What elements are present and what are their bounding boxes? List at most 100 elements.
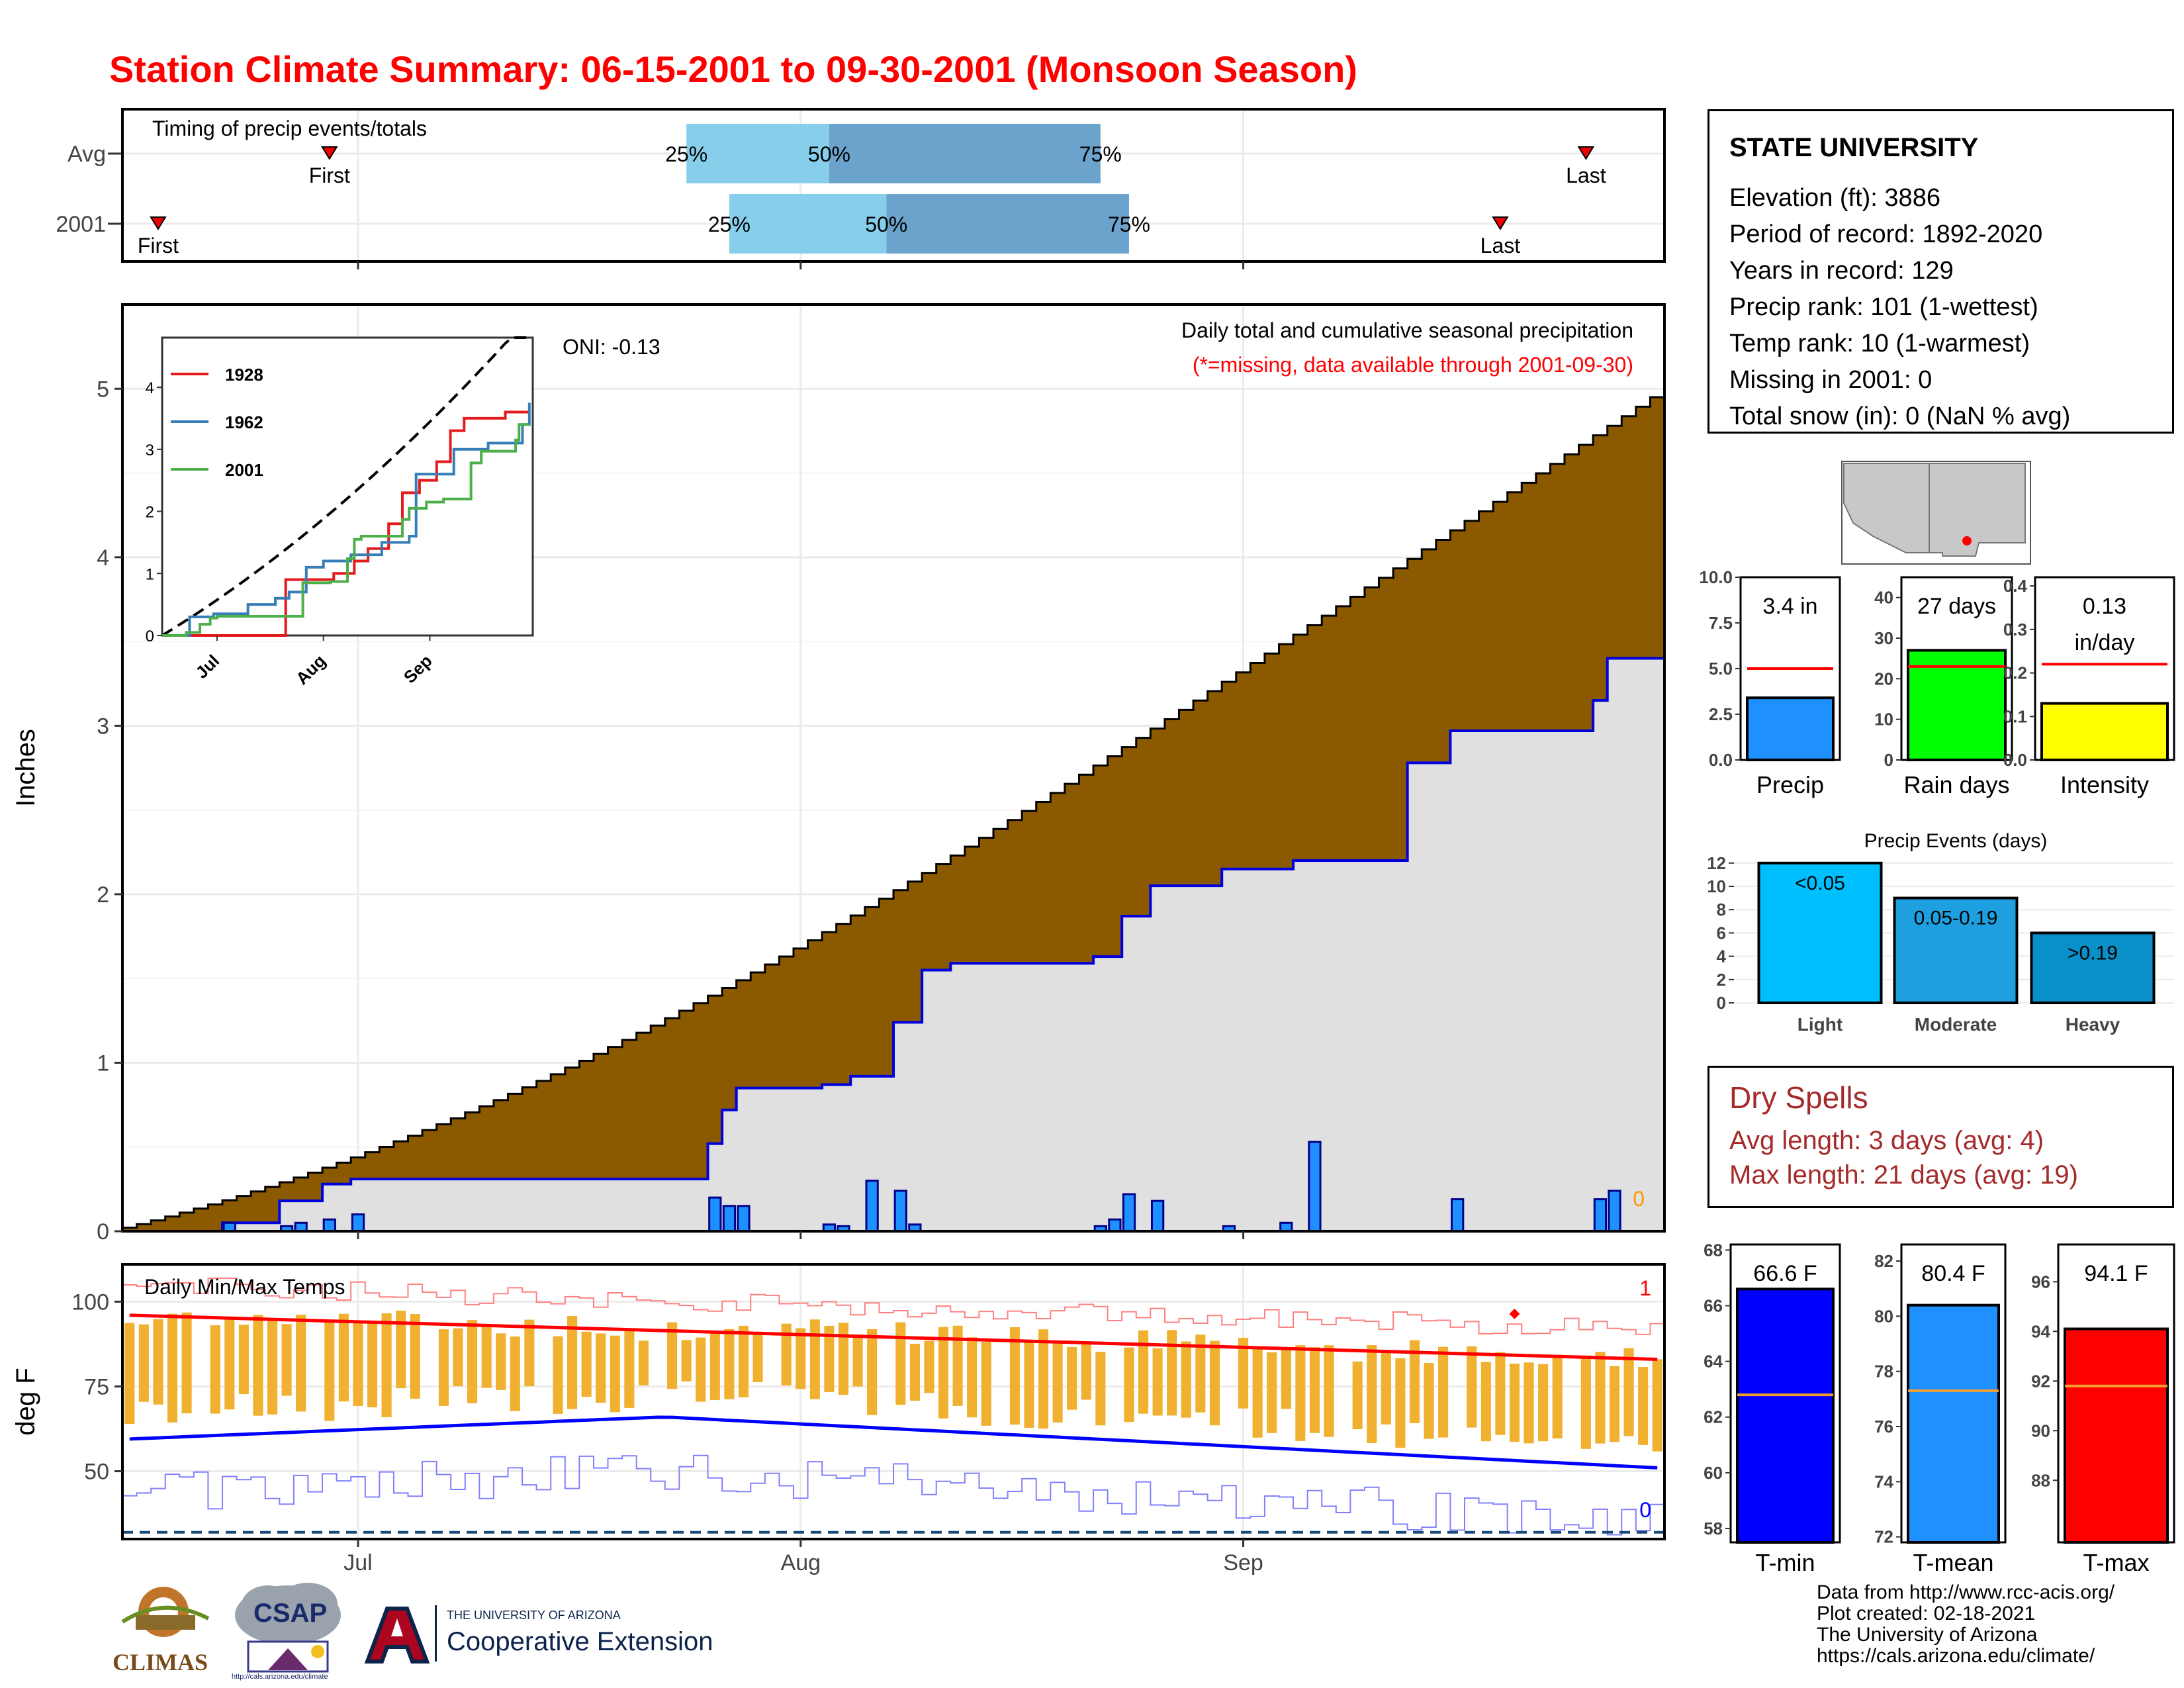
events-category-label: Light: [1797, 1014, 1843, 1035]
daily-temp-bar: [181, 1312, 192, 1414]
daily-temp-bar: [681, 1340, 692, 1382]
inset-y-tick-label: 4: [146, 379, 154, 397]
record-low-line: [122, 1454, 1664, 1536]
events-bar: [1757, 861, 1883, 1005]
mini-y-tick-label: 0.2: [2003, 663, 2027, 683]
timing-bar-25-50: [729, 194, 887, 254]
location-map: [1841, 461, 2031, 565]
daily-temp-bar: [281, 1324, 292, 1396]
daily-temp-bar: [952, 1325, 963, 1406]
inset-bg: [161, 336, 534, 637]
daily-temp-bar: [938, 1327, 949, 1419]
daily-temp-bar: [1238, 1337, 1249, 1409]
temp-bar-value: 80.4 F: [1921, 1261, 1985, 1286]
daily-temp-bar: [824, 1325, 835, 1392]
mini-y-tick-label: 0.0: [1709, 750, 1733, 770]
daily-temp-bar: [924, 1340, 934, 1393]
precip-note: Daily total and cumulative seasonal prec…: [1181, 318, 1633, 342]
temp-bar-value: 66.6 F: [1753, 1261, 1817, 1286]
daily-temp-bar: [624, 1329, 635, 1408]
daily-temp-bar: [324, 1319, 335, 1421]
timing-marker-first: [150, 216, 167, 230]
mini-bar-value: 27 days: [1917, 594, 1996, 619]
daily-temp-bar: [909, 1343, 920, 1401]
x-tick-label: Sep: [1223, 1550, 1263, 1575]
daily-temp-bar: [1580, 1355, 1591, 1449]
timing-marker-first: [321, 146, 338, 160]
daily-temp-bar: [1138, 1330, 1149, 1414]
mini-y-tick-label: 0.1: [2003, 706, 2027, 726]
timing-label: Timing of precip events/totals: [152, 117, 427, 140]
mini-y-tick-label: 10: [1874, 710, 1893, 729]
precip-y-tick-label: 2: [97, 882, 109, 908]
temp-y-tick-label: 78: [1874, 1362, 1893, 1382]
events-bar-label: >0.19: [2068, 942, 2118, 964]
temp-y-tick-label: 60: [1704, 1463, 1723, 1483]
daily-temp-bar: [238, 1325, 249, 1394]
daily-temp-bar: [1067, 1346, 1077, 1410]
temp-y-tick-label: 62: [1704, 1407, 1723, 1427]
daily-temp-bar: [481, 1324, 492, 1388]
daily-temp-bar: [381, 1313, 392, 1417]
daily-precip-bar: [1108, 1218, 1122, 1233]
temp-y-tick-label: 68: [1704, 1240, 1723, 1260]
daily-temp-bar: [981, 1342, 991, 1426]
daily-temp-bar: [638, 1340, 649, 1385]
temp-bar-label: T-mean: [1913, 1549, 1993, 1576]
daily-temp-bar: [396, 1310, 406, 1389]
temp-y-tick-label: 74: [1874, 1472, 1893, 1491]
daily-temp-bar: [709, 1331, 720, 1400]
mini-y-tick-label: 0.3: [2003, 620, 2027, 639]
daily-temp-bar: [338, 1313, 349, 1402]
events-y-tick-label: 2: [1717, 970, 1726, 990]
x-axis: Jul Aug Sep: [343, 1539, 1263, 1575]
events-y-tick-label: 4: [1717, 947, 1727, 966]
daily-temp-bar: [1638, 1366, 1649, 1445]
daily-temp-bar: [796, 1328, 806, 1389]
daily-temp-bar: [1252, 1346, 1263, 1438]
timing-p25-label: 25%: [665, 142, 707, 166]
daily-precip-bar: [322, 1218, 336, 1233]
temps-y-tick-label: 75: [84, 1374, 109, 1399]
daily-temp-bar: [253, 1315, 263, 1416]
daily-temp-bar: [496, 1333, 506, 1390]
timing-p75-label: 75%: [1079, 142, 1122, 166]
mini-bar-unit: in/day: [2075, 630, 2135, 655]
oni-label: ONI: -0.13: [563, 335, 660, 359]
timing-first-label: First: [309, 164, 350, 187]
daily-temp-bar: [410, 1314, 420, 1399]
mini-bar: [1907, 649, 2007, 762]
timing-marker-last: [1492, 216, 1509, 230]
footer-line: Plot created: 02-18-2021: [1817, 1603, 2036, 1624]
temp-bar-panels: 66.6 F 58 60 62 64 66 68 T-min 80.4 F 72 74 76 78 80 8…: [1704, 1240, 2175, 1576]
daily-temp-bar: [224, 1317, 235, 1410]
daily-temp-bar: [367, 1321, 378, 1407]
mini-y-tick-label: 2.5: [1709, 704, 1733, 724]
daily-temp-bar: [567, 1315, 578, 1409]
daily-temp-bar: [1152, 1348, 1163, 1416]
mini-bar-panels: 3.4 in 0.0 2.5 5.0 7.5 10.0 Precip 27 days 0 10 20…: [1699, 567, 2175, 798]
daily-temp-bar: [1480, 1362, 1491, 1442]
precip-panel: 0 1 2 3 4 5 Inches ONI: -0.13 Daily total and cu…: [11, 303, 1666, 1244]
daily-precip-bar: [893, 1190, 907, 1233]
events-y-tick-label: 0: [1717, 993, 1726, 1013]
timing-row-label: 2001: [56, 212, 106, 237]
footer-line: https://cals.arizona.edu/climate/: [1817, 1645, 2095, 1667]
daily-temp-bar: [1181, 1341, 1191, 1418]
timing-p25-label: 25%: [708, 212, 751, 236]
daily-temp-bar: [296, 1315, 306, 1412]
daily-precip-bar: [737, 1205, 751, 1233]
daily-temp-bar: [138, 1324, 149, 1402]
temp-y-tick-label: 92: [2031, 1371, 2050, 1391]
precip-border: [121, 303, 1666, 1233]
timing-last-label: Last: [1480, 234, 1521, 258]
daily-temp-bar: [553, 1336, 563, 1414]
temp-y-tick-label: 76: [1874, 1417, 1893, 1436]
page-title: Station Climate Summary: 06-15-2001 to 0…: [109, 48, 1357, 90]
daily-temp-bar: [1509, 1363, 1520, 1442]
csap-logo-text: CSAP: [253, 1599, 328, 1628]
timing-first-label: First: [138, 234, 179, 258]
mini-y-tick-label: 30: [1874, 628, 1893, 648]
observed-cumulative-area: [122, 658, 1664, 1231]
